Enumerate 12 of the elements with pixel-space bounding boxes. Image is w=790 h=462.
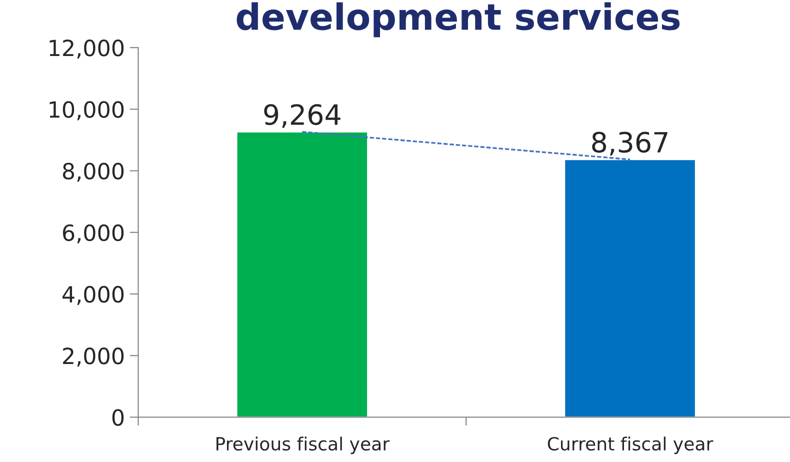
y-tick-label: 2,000 xyxy=(63,348,124,367)
chart-title: development services xyxy=(236,2,680,38)
text: 8,367 xyxy=(592,132,668,156)
y-tick-label: 10,000 xyxy=(50,101,124,120)
y-tick-label: 12,000 xyxy=(50,40,124,59)
x-tick-label: Current fiscal year xyxy=(548,436,714,454)
y-tick-label: 4,000 xyxy=(62,286,124,306)
text: 9,264 xyxy=(264,104,340,128)
y-tick-label: 8,000 xyxy=(62,162,124,182)
y-tick-label: 0 xyxy=(112,409,124,426)
x-tick-label: Previous fiscal year xyxy=(216,436,390,454)
y-tick-label: 6,000 xyxy=(62,224,124,244)
